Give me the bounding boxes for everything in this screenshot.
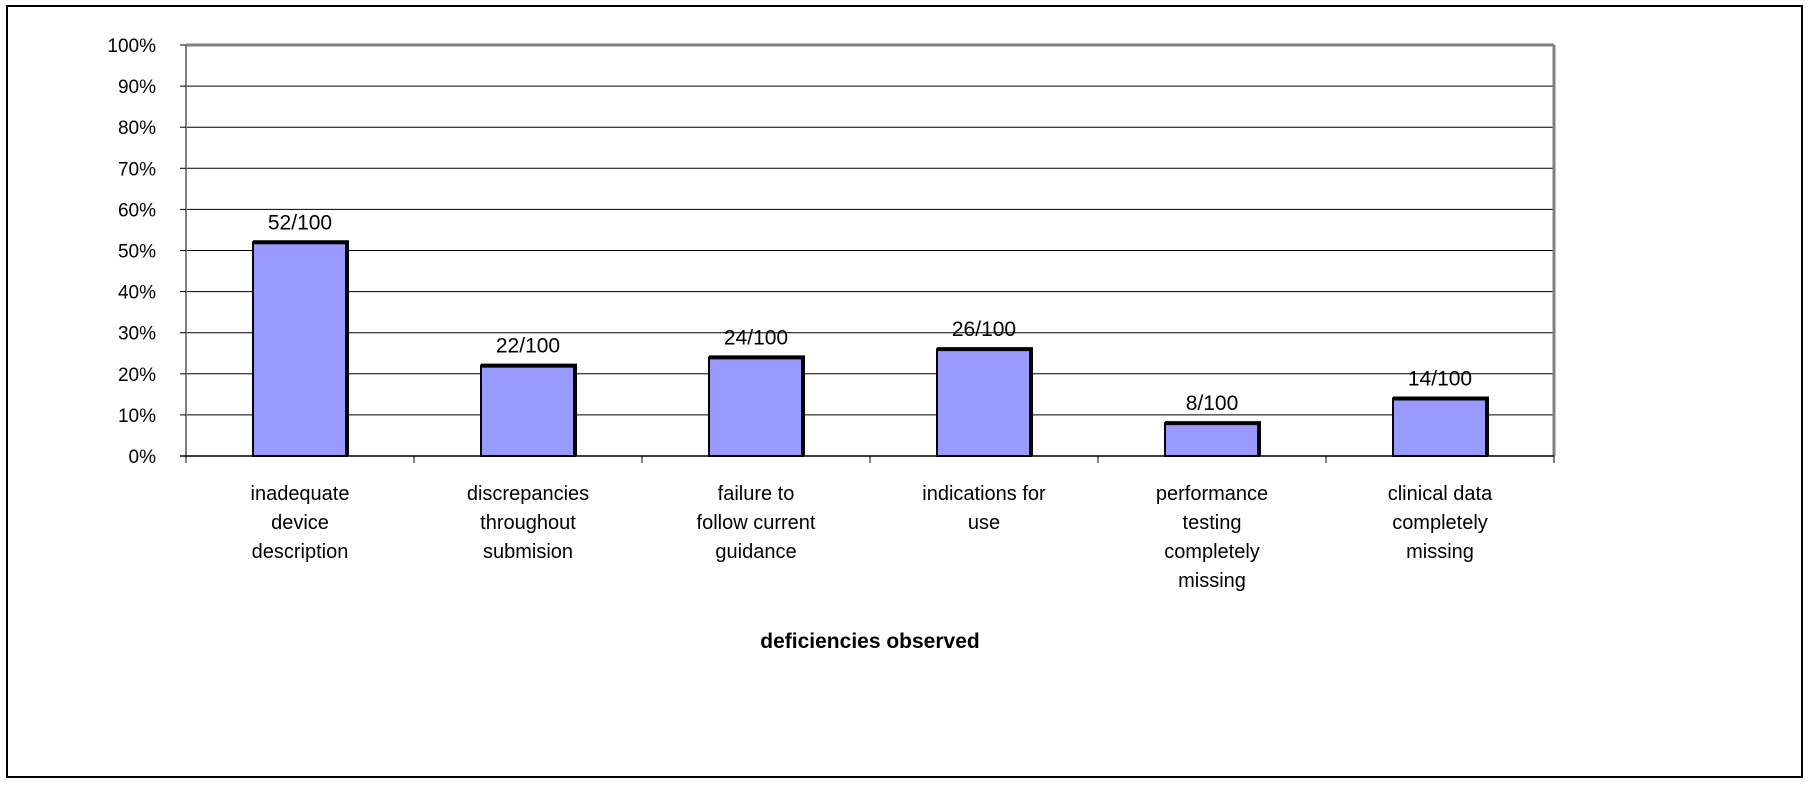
category-label: use (968, 512, 1000, 534)
category-label: guidance (715, 541, 796, 563)
bar (1392, 397, 1488, 457)
bar-edge (481, 363, 577, 456)
bar-edge (253, 240, 349, 456)
category-label: testing (1183, 512, 1242, 534)
bar (1164, 422, 1260, 457)
x-axis-categories: inadequate device description discrepancies… (251, 483, 1494, 592)
bar-edge (709, 355, 805, 456)
data-label: 52/100 (268, 211, 332, 234)
category-label: failure to (718, 483, 795, 505)
bar-edge (1393, 396, 1489, 456)
x-axis-title: deficiencies observed (760, 630, 979, 653)
bars (252, 240, 1489, 458)
category-label: device (271, 512, 329, 534)
category-label: throughout (480, 512, 576, 534)
y-axis-ticks: 0% 10% 20% 30% 40% 50% 60% 70% 80% 90% 100% (107, 36, 186, 468)
y-tick-label: 20% (118, 365, 156, 386)
category-label: inadequate (251, 483, 350, 505)
data-labels: 52/100 22/100 24/100 26/100 8/100 14/100 (268, 211, 1472, 415)
bar (480, 364, 576, 457)
data-label: 24/100 (724, 326, 788, 349)
y-tick-label: 30% (118, 324, 156, 345)
data-label: 26/100 (952, 318, 1016, 341)
category-label: missing (1406, 541, 1474, 563)
y-tick-label: 80% (118, 118, 156, 139)
y-tick-label: 100% (107, 36, 156, 57)
category-label: description (252, 541, 349, 563)
y-tick-label: 90% (118, 77, 156, 98)
category-label: clinical data (1388, 483, 1493, 505)
y-tick-label: 70% (118, 159, 156, 180)
category-label: submision (483, 541, 573, 563)
category-label: discrepancies (467, 483, 589, 505)
y-tick-label: 0% (129, 447, 157, 468)
category-label: missing (1178, 570, 1246, 592)
y-tick-label: 60% (118, 200, 156, 221)
category-label: follow current (697, 512, 816, 534)
bar (708, 356, 804, 457)
y-tick-label: 40% (118, 283, 156, 304)
category-label: performance (1156, 483, 1268, 505)
bar-edge (1165, 421, 1261, 456)
data-label: 14/100 (1408, 367, 1472, 390)
data-label: 8/100 (1186, 392, 1239, 415)
data-label: 22/100 (496, 335, 560, 358)
category-label: completely (1392, 512, 1488, 534)
category-label: indications for (922, 483, 1046, 505)
bar (936, 348, 1032, 458)
grid-lines (180, 43, 1556, 463)
bar-edge (937, 347, 1033, 456)
y-tick-label: 10% (118, 406, 156, 427)
bar (252, 241, 348, 457)
y-tick-label: 50% (118, 242, 156, 263)
category-label: completely (1164, 541, 1260, 563)
